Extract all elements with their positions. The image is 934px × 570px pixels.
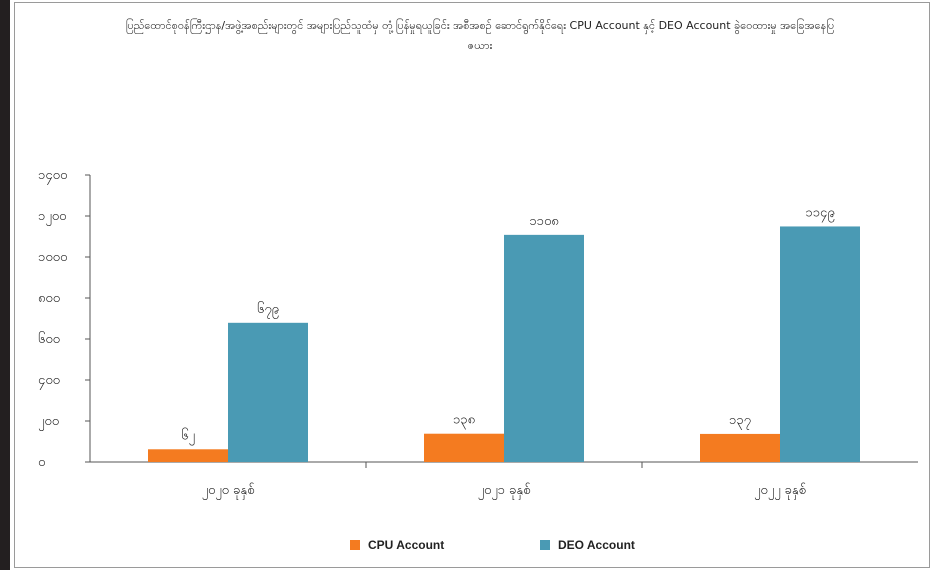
bar-deo — [504, 234, 584, 462]
y-tick-label: ၂၀၀ — [38, 414, 59, 431]
y-tick-label: ၈၀၀ — [38, 291, 60, 306]
chart-legend: CPU Account DEO Account — [0, 538, 934, 558]
page-edge-bar — [0, 0, 10, 570]
data-label-deo: ၁၁၀၈ — [529, 214, 558, 229]
chart-container — [14, 2, 930, 568]
bar-cpu — [424, 433, 504, 462]
data-label-cpu: ၆၂ — [181, 427, 195, 445]
data-label-cpu: ၁၃၇ — [729, 413, 751, 430]
y-tick-label: ၁၄၀၀ — [38, 168, 67, 185]
y-tick-label: ၀ — [38, 455, 45, 470]
bar-deo — [780, 226, 860, 462]
bar-cpu — [148, 449, 228, 462]
legend-label-deo: DEO Account — [558, 538, 635, 552]
x-category-label: ၂၀၂၂ ခုနှစ် — [754, 482, 806, 500]
y-tick-label: ၄၀၀ — [38, 373, 60, 390]
x-category-label: ၂၀၂၁ ခုနှစ် — [478, 482, 531, 500]
bar-cpu — [700, 433, 780, 462]
legend-swatch-cpu — [350, 540, 360, 550]
bar-deo — [228, 322, 308, 462]
chart-title: ပြည်ထောင်စုဝန်ကြီးဌာန/အဖွဲ့အစည်းများတွင်… — [125, 19, 835, 52]
data-label-cpu: ၁၃၈ — [453, 413, 475, 430]
legend-item-cpu: CPU Account — [350, 538, 444, 552]
x-category-label: ၂၀၂၀ ခုနှစ် — [202, 482, 255, 500]
y-tick-label: ၁၂၀၀ — [38, 209, 66, 226]
data-label-deo: ၆၇၉ — [257, 301, 279, 319]
legend-swatch-deo — [540, 540, 550, 550]
legend-item-deo: DEO Account — [540, 538, 635, 552]
data-label-deo: ၁၁၄၉ — [805, 205, 834, 222]
y-tick-label: ၁၀၀၀ — [38, 250, 67, 265]
legend-label-cpu: CPU Account — [368, 538, 445, 552]
y-tick-label: ၆၀၀ — [38, 331, 60, 347]
